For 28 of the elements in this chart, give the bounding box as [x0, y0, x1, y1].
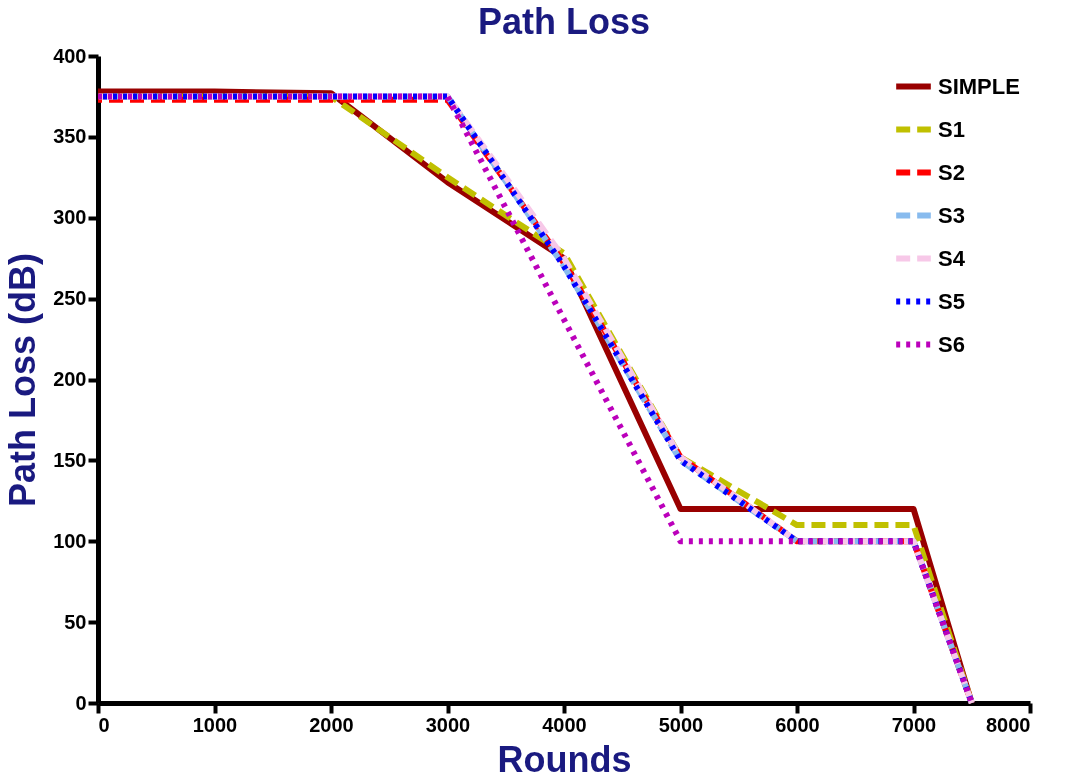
legend-label: S4	[938, 245, 966, 271]
legend-label: S6	[938, 331, 965, 357]
x-tick-label: 2000	[309, 713, 354, 736]
x-tick-label: 8000	[986, 713, 1031, 736]
y-tick-label: 100	[53, 529, 87, 552]
x-tick-label: 4000	[542, 713, 587, 736]
x-tick-label: 6000	[775, 713, 820, 736]
x-tick-label: 5000	[658, 713, 704, 736]
y-tick-label: 400	[53, 44, 87, 67]
x-tick-label: 3000	[425, 713, 471, 736]
y-tick-label: 300	[53, 206, 87, 229]
y-tick-label: 350	[53, 125, 87, 148]
legend-label: S1	[938, 116, 965, 142]
y-tick-label: 0	[75, 691, 87, 714]
legend-label: SIMPLE	[938, 73, 1020, 99]
x-tick-label: 0	[98, 713, 110, 736]
legend-label: S2	[938, 159, 965, 185]
y-tick-label: 150	[53, 448, 87, 471]
y-axis-title: Path Loss (dB)	[2, 252, 44, 508]
x-tick-label: 7000	[891, 713, 937, 736]
y-tick-label: 50	[64, 610, 87, 633]
y-tick-label: 250	[53, 287, 87, 310]
chart-title: Path Loss	[477, 1, 651, 42]
x-axis-title: Rounds	[497, 738, 632, 780]
legend-label: S5	[938, 288, 965, 314]
legend-label: S3	[938, 202, 965, 228]
x-tick-label: 1000	[192, 713, 238, 736]
y-tick-label: 200	[53, 368, 87, 390]
